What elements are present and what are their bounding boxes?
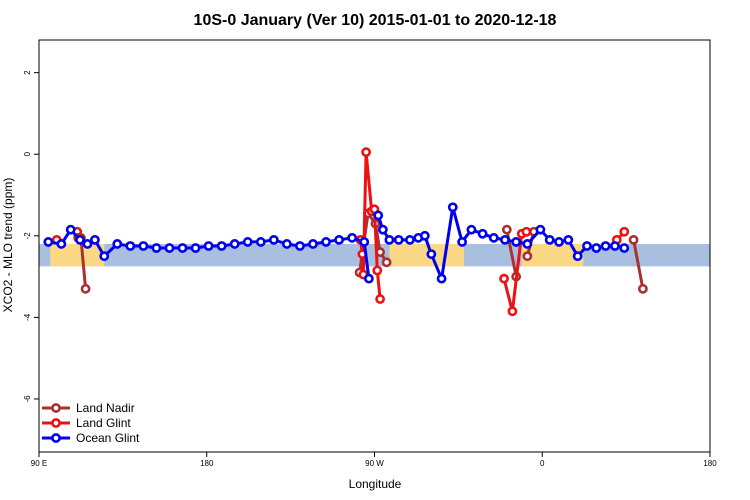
ocean-glint-point	[393, 234, 404, 245]
legend-ocean-glint-label: Ocean Glint	[76, 431, 140, 445]
ocean-glint-point	[334, 234, 344, 245]
chart-title: 10S-0 January (Ver 10) 2015-01-01 to 202…	[194, 12, 557, 29]
ocean-glint-point	[242, 237, 253, 247]
land-glint-point	[372, 265, 383, 276]
ocean-glint-point	[364, 273, 374, 284]
x-tick-label: 90 W	[365, 459, 384, 468]
ocean-glint-point	[268, 234, 279, 245]
ocean-glint-point	[112, 239, 123, 249]
ocean-glint-point	[138, 241, 149, 251]
ocean-glint-point	[511, 237, 522, 247]
ocean-glint-point	[359, 237, 370, 247]
ocean-glint-point	[610, 241, 620, 251]
land-glint-point	[375, 294, 385, 304]
ocean-glint-point	[216, 241, 227, 251]
ocean-glint-point	[373, 210, 384, 221]
ocean-glint-point	[384, 234, 395, 245]
y-tick-label: -6	[23, 395, 32, 403]
ocean-glint-point	[56, 239, 67, 249]
x-tick-label: 0	[540, 459, 545, 468]
land-region	[50, 243, 105, 267]
ocean-glint-point	[308, 239, 318, 249]
ocean-glint-point	[164, 243, 175, 253]
ocean-glint-point	[255, 237, 266, 247]
ocean-glint-point	[43, 237, 54, 247]
ocean-glint-point	[554, 237, 564, 247]
ocean-glint-point	[405, 234, 415, 245]
land-glint-point	[499, 273, 509, 284]
ocean-glint-point	[535, 224, 546, 235]
land-region	[521, 243, 584, 267]
ocean-glint-point	[281, 239, 292, 249]
land-nadir-point	[381, 257, 392, 268]
ocean-glint-point	[229, 239, 240, 249]
land-nadir-point	[628, 234, 639, 245]
ocean-glint-point	[436, 273, 447, 284]
ocean-glint-point	[572, 251, 583, 262]
ocean-glint-point	[600, 241, 611, 251]
ocean-glint-point	[321, 237, 331, 247]
ocean-glint-point	[426, 249, 437, 260]
land-nadir-line	[632, 239, 645, 290]
land-glint-point	[361, 147, 372, 158]
legend-land-nadir-label: Land Nadir	[76, 401, 135, 415]
ocean-glint-point	[447, 202, 458, 213]
ocean-glint-point	[203, 241, 214, 251]
y-axis-label: XCO2 - MLO trend (ppm)	[1, 178, 15, 313]
x-tick-label: 180	[703, 459, 717, 468]
ocean-glint-point	[419, 230, 430, 241]
y-tick-label: 0	[23, 151, 32, 156]
x-axis-label: Longitude	[349, 477, 402, 491]
ocean-glint-point	[377, 224, 388, 235]
ocean-glint-point	[90, 234, 100, 245]
ocean-glint-point	[488, 232, 499, 243]
ocean-glint-point	[591, 243, 602, 253]
y-tick-label: -4	[23, 313, 32, 321]
ocean-glint-point	[99, 251, 110, 262]
ocean-glint-point	[477, 228, 488, 239]
ocean-glint-point	[582, 241, 592, 251]
legend-land-glint-marker	[51, 418, 61, 428]
legend-land-nadir-marker	[51, 403, 61, 413]
ocean-glint-point	[544, 234, 555, 245]
y-tick-label: -2	[23, 232, 32, 240]
x-tick-label: 180	[200, 459, 214, 468]
y-tick-label: 2	[23, 70, 32, 75]
ocean-glint-point	[125, 241, 136, 251]
ocean-glint-point	[82, 239, 93, 249]
land-nadir-point	[80, 283, 91, 294]
ocean-glint-point	[75, 234, 85, 245]
land-glint-point	[521, 226, 532, 237]
land-nadir-point	[638, 283, 648, 294]
ocean-glint-point	[347, 232, 358, 243]
ocean-glint-point	[65, 224, 76, 235]
ocean-glint-point	[563, 234, 574, 245]
land-nadir-line	[79, 237, 88, 289]
ocean-glint-point	[457, 237, 468, 247]
land-nadir-point	[522, 251, 533, 262]
ocean-glint-point	[619, 243, 630, 253]
legend-ocean-glint-marker	[51, 433, 61, 443]
ocean-glint-point	[500, 234, 510, 245]
ocean-glint-point	[295, 241, 305, 251]
ocean-glint-point	[177, 243, 188, 253]
ocean-glint-point	[522, 239, 533, 249]
ocean-glint-point	[190, 243, 201, 253]
land-nadir-point	[501, 224, 512, 235]
legend-land-glint-label: Land Glint	[76, 416, 131, 430]
x-tick-label: 90 E	[31, 459, 47, 468]
land-glint-point	[507, 306, 518, 317]
ocean-glint-point	[151, 243, 162, 253]
ocean-glint-point	[466, 224, 477, 235]
land-glint-point	[619, 226, 630, 237]
